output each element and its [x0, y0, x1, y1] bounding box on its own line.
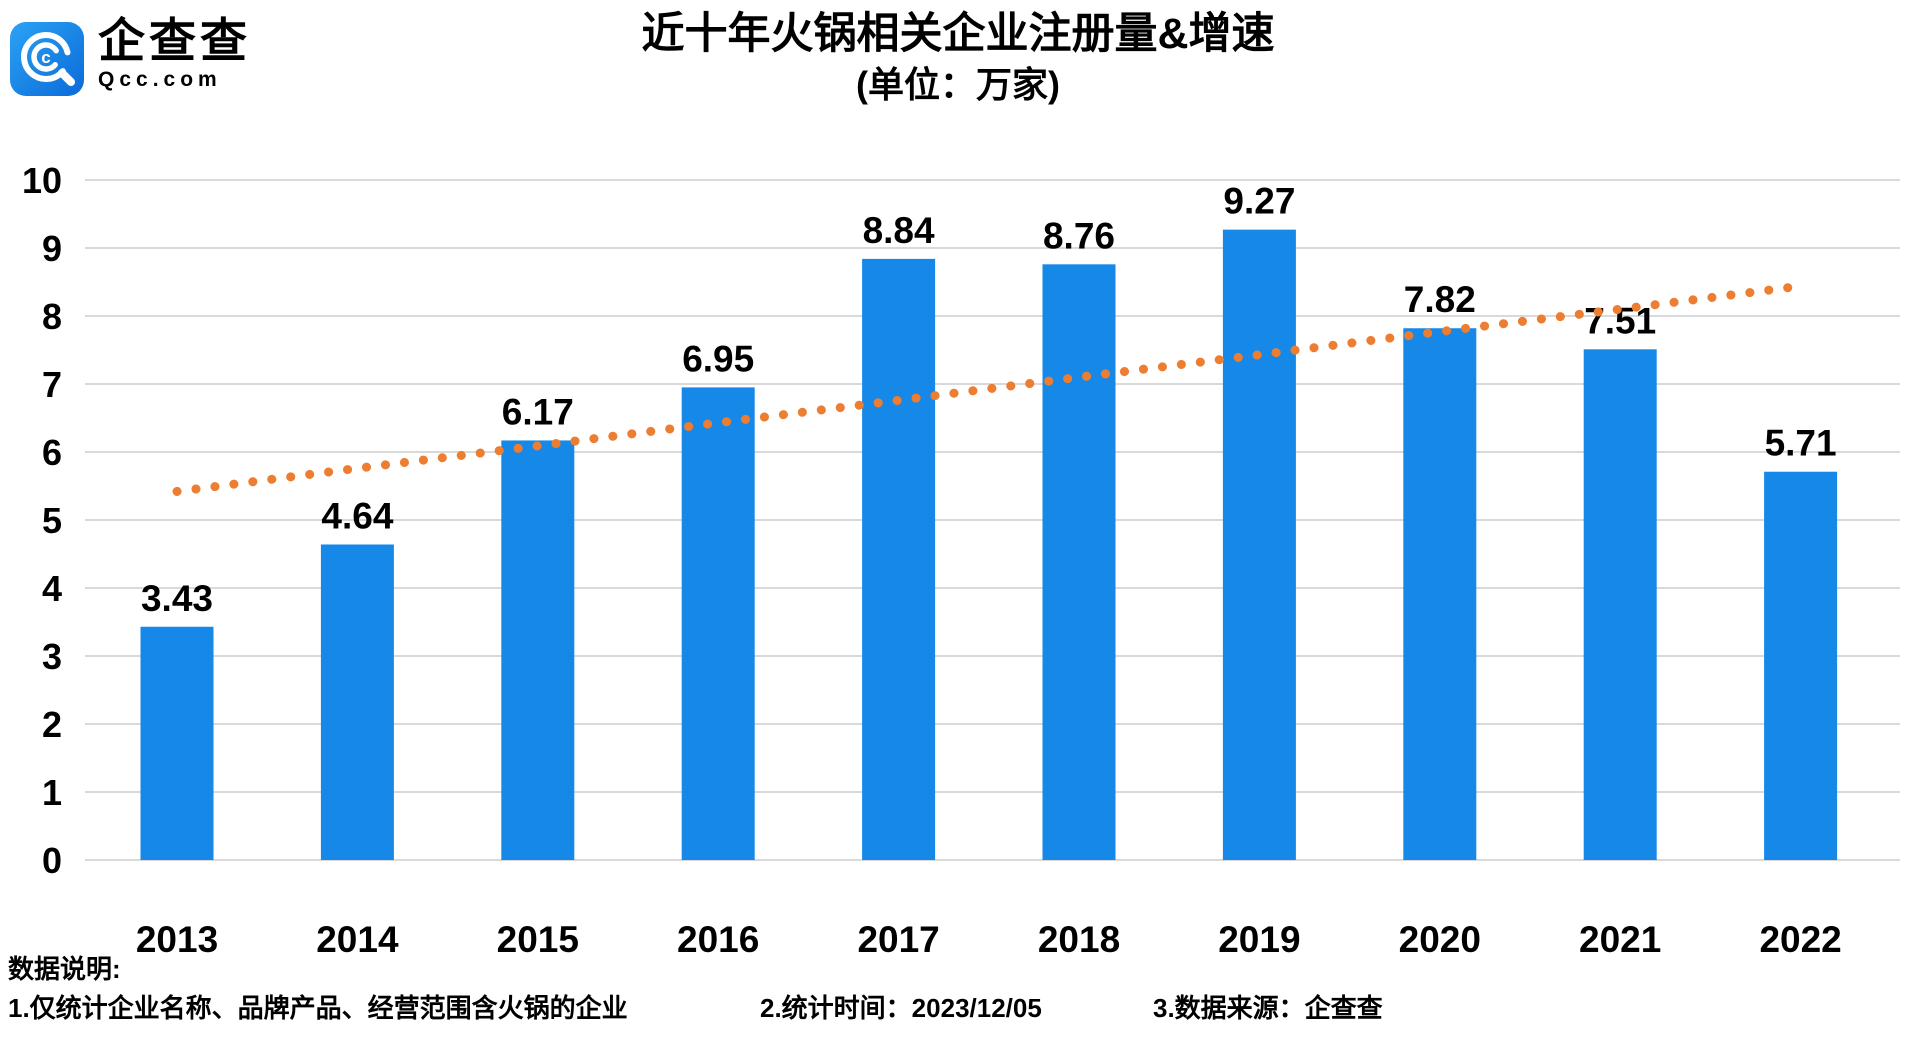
bar	[320, 544, 394, 860]
svg-text:c: c	[41, 48, 50, 67]
x-tick-label: 2020	[1399, 919, 1481, 960]
y-tick-label: 1	[42, 772, 62, 813]
qcc-logo: c 企查查 Qcc.com	[10, 14, 251, 96]
y-tick-label: 4	[42, 568, 62, 609]
y-tick-label: 5	[42, 500, 62, 541]
bar	[501, 440, 575, 860]
x-tick-label: 2014	[316, 919, 399, 960]
bar	[1764, 471, 1838, 860]
bar-value-label: 4.64	[321, 495, 393, 536]
bar-value-label: 6.17	[502, 391, 574, 432]
note-item-2: 2.统计时间：2023/12/05	[760, 993, 1042, 1023]
y-tick-label: 7	[42, 364, 62, 405]
bar	[1583, 349, 1657, 860]
bar-value-label: 3.43	[141, 578, 213, 619]
y-tick-label: 2	[42, 704, 62, 745]
note-item-1: 1.仅统计企业名称、品牌产品、经营范围含火锅的企业	[8, 993, 628, 1023]
bar	[681, 387, 755, 860]
bar	[1222, 229, 1296, 860]
bar-value-label: 5.71	[1765, 423, 1837, 464]
x-tick-label: 2021	[1579, 919, 1661, 960]
y-tick-label: 9	[42, 228, 62, 269]
chart-subtitle: (单位：万家)	[856, 64, 1060, 106]
x-tick-label: 2017	[857, 919, 939, 960]
trend-line	[172, 281, 1806, 496]
bar-value-label: 7.82	[1404, 279, 1476, 320]
x-tick-label: 2019	[1218, 919, 1300, 960]
x-tick-label: 2022	[1759, 919, 1841, 960]
bar	[862, 258, 936, 860]
note-item-3: 3.数据来源：企查查	[1153, 993, 1383, 1023]
bar	[1403, 328, 1477, 860]
bar-value-label: 9.27	[1223, 181, 1295, 222]
bar	[140, 626, 214, 860]
y-tick-label: 8	[42, 296, 62, 337]
bar-value-label: 6.95	[682, 338, 754, 379]
qcc-logo-icon: c	[10, 22, 84, 96]
x-tick-label: 2013	[136, 919, 218, 960]
bar-value-label: 8.76	[1043, 215, 1115, 256]
y-tick-label: 0	[42, 840, 62, 881]
notes-heading: 数据说明:	[8, 954, 121, 984]
x-tick-label: 2015	[497, 919, 579, 960]
logo-name: 企查查	[98, 14, 251, 67]
bar-value-label: 8.84	[863, 210, 935, 251]
logo-domain: Qcc.com	[98, 68, 222, 92]
x-tick-label: 2016	[677, 919, 759, 960]
chart-title: 近十年火锅相关企业注册量&增速	[641, 10, 1275, 58]
y-tick-label: 3	[42, 636, 62, 677]
y-tick-label: 10	[22, 160, 62, 201]
bar	[1042, 264, 1116, 860]
y-tick-label: 6	[42, 432, 62, 473]
x-tick-label: 2018	[1038, 919, 1120, 960]
